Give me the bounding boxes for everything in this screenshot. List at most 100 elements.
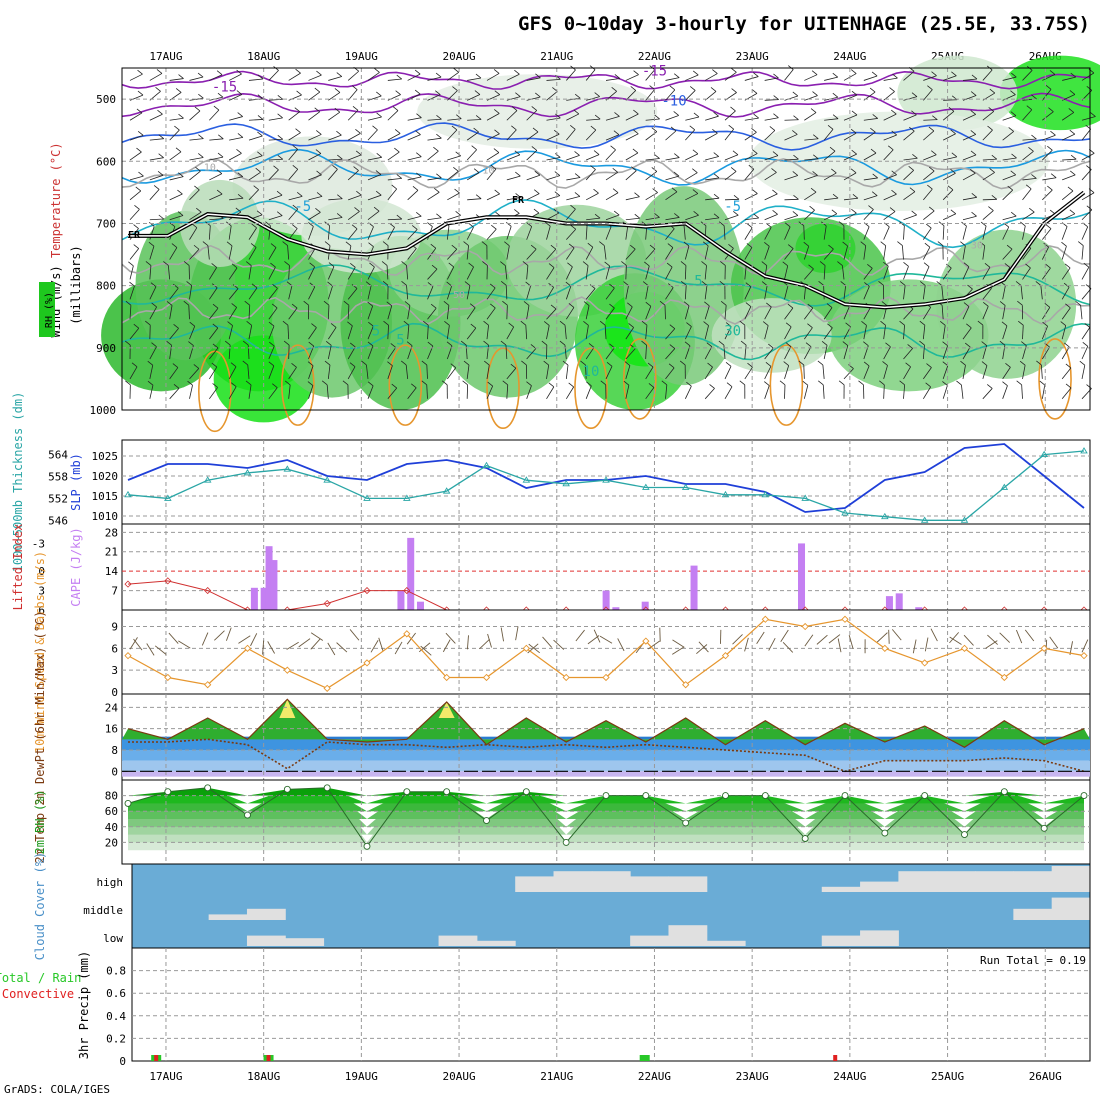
barb-flag: [216, 70, 223, 76]
barb-staff: [923, 154, 937, 161]
wind-barb: [186, 281, 192, 300]
speed-point: [921, 659, 929, 667]
barb-staff: [248, 155, 263, 161]
barb-flag: [193, 244, 200, 250]
isotherm: [121, 296, 1091, 325]
barb-flag: [960, 241, 966, 247]
wind-barb: [404, 301, 411, 320]
barb-staff: [784, 198, 799, 201]
barb-flag: [785, 342, 792, 347]
barb-staff: [941, 305, 944, 320]
wind-barb: [1061, 303, 1071, 320]
barb-staff: [1002, 248, 1013, 260]
wind-barb: [923, 184, 933, 201]
barb-staff: [407, 248, 417, 260]
barb-flag: [927, 85, 933, 90]
barb-staff: [546, 365, 550, 379]
wind-barb: [229, 193, 244, 201]
barb-staff: [585, 364, 587, 379]
barb-staff: [327, 285, 333, 300]
barb-flag: [211, 263, 217, 268]
wind-barb: [407, 186, 419, 201]
barb-staff: [407, 229, 418, 240]
barb-flag: [404, 301, 411, 306]
wind-barb: [328, 194, 343, 201]
barb-flag: [746, 243, 753, 248]
barb-staff: [1081, 116, 1096, 121]
barb-staff: [704, 73, 718, 81]
barb-staff: [962, 306, 970, 320]
barb-flag: [725, 322, 732, 327]
wind-barb: [248, 115, 264, 121]
wind-barb: [1002, 127, 1014, 141]
barb-staff: [1002, 285, 1006, 300]
barb-staff: [506, 226, 512, 240]
barb-staff: [784, 226, 791, 240]
wind-barb: [923, 363, 932, 380]
barb-staff: [605, 347, 615, 360]
wind-barb: [582, 261, 589, 280]
barb-staff: [704, 132, 718, 141]
barb-staff: [784, 69, 794, 81]
wind-barb: [605, 283, 615, 300]
wind-barb: [665, 73, 680, 81]
barb-staff: [387, 151, 400, 161]
barb-flag: [487, 381, 493, 387]
barb-flag: [212, 323, 219, 329]
wind-barb: [268, 284, 278, 300]
barb-flag: [1070, 154, 1077, 160]
barb-flag: [230, 382, 237, 388]
barb-staff: [525, 325, 528, 340]
wind-barb: [543, 321, 550, 340]
warm-isotherm: [769, 344, 804, 426]
barb-flag: [1011, 72, 1017, 78]
barb-flag: [773, 73, 779, 79]
barb-staff: [625, 113, 639, 121]
barb-staff: [923, 367, 932, 380]
wind-barb: [308, 130, 322, 141]
barb-staff: [486, 325, 489, 340]
barb-staff: [564, 325, 567, 340]
cape-bar: [885, 596, 893, 610]
barb-staff: [149, 365, 154, 379]
barb-staff: [943, 99, 958, 101]
barb-staff: [189, 138, 204, 141]
barb-staff: [685, 153, 699, 161]
barb-flag: [574, 151, 580, 156]
wind-barb: [764, 95, 779, 101]
barb-staff: [1042, 149, 1053, 161]
wind-barb: [546, 263, 555, 280]
barb-flag: [387, 361, 393, 366]
barb-staff: [506, 73, 520, 81]
wind-barb: [466, 323, 477, 340]
barb-flag: [641, 340, 647, 346]
rh-point: [1080, 792, 1088, 800]
wind-barb: [961, 221, 967, 240]
barb-staff: [645, 306, 652, 320]
surface-barb: [250, 633, 258, 647]
thickness-point: [482, 461, 491, 469]
barb-flag: [733, 210, 739, 216]
barb-flag: [768, 343, 774, 349]
precip-legend-convective: Convective: [2, 987, 74, 1001]
barb-flag: [137, 90, 144, 96]
wind-barb: [486, 164, 497, 181]
barb-flag: [951, 71, 957, 77]
barb-flag: [631, 166, 637, 171]
contour-label: -15: [642, 63, 667, 79]
tick-label: 0: [38, 565, 45, 578]
barb-flag: [489, 283, 496, 289]
barb-staff: [665, 328, 676, 340]
barb-flag: [979, 241, 985, 246]
barb-flag: [803, 241, 809, 247]
rh-point: [881, 829, 889, 837]
barb-flag: [634, 213, 641, 219]
wind-barb: [500, 340, 508, 360]
barb-staff: [1061, 213, 1076, 221]
wind-barb: [843, 110, 858, 121]
barb-staff: [447, 214, 461, 221]
wind-barb: [486, 303, 496, 320]
barb-staff: [228, 225, 232, 240]
precip-bar: [833, 1055, 838, 1061]
